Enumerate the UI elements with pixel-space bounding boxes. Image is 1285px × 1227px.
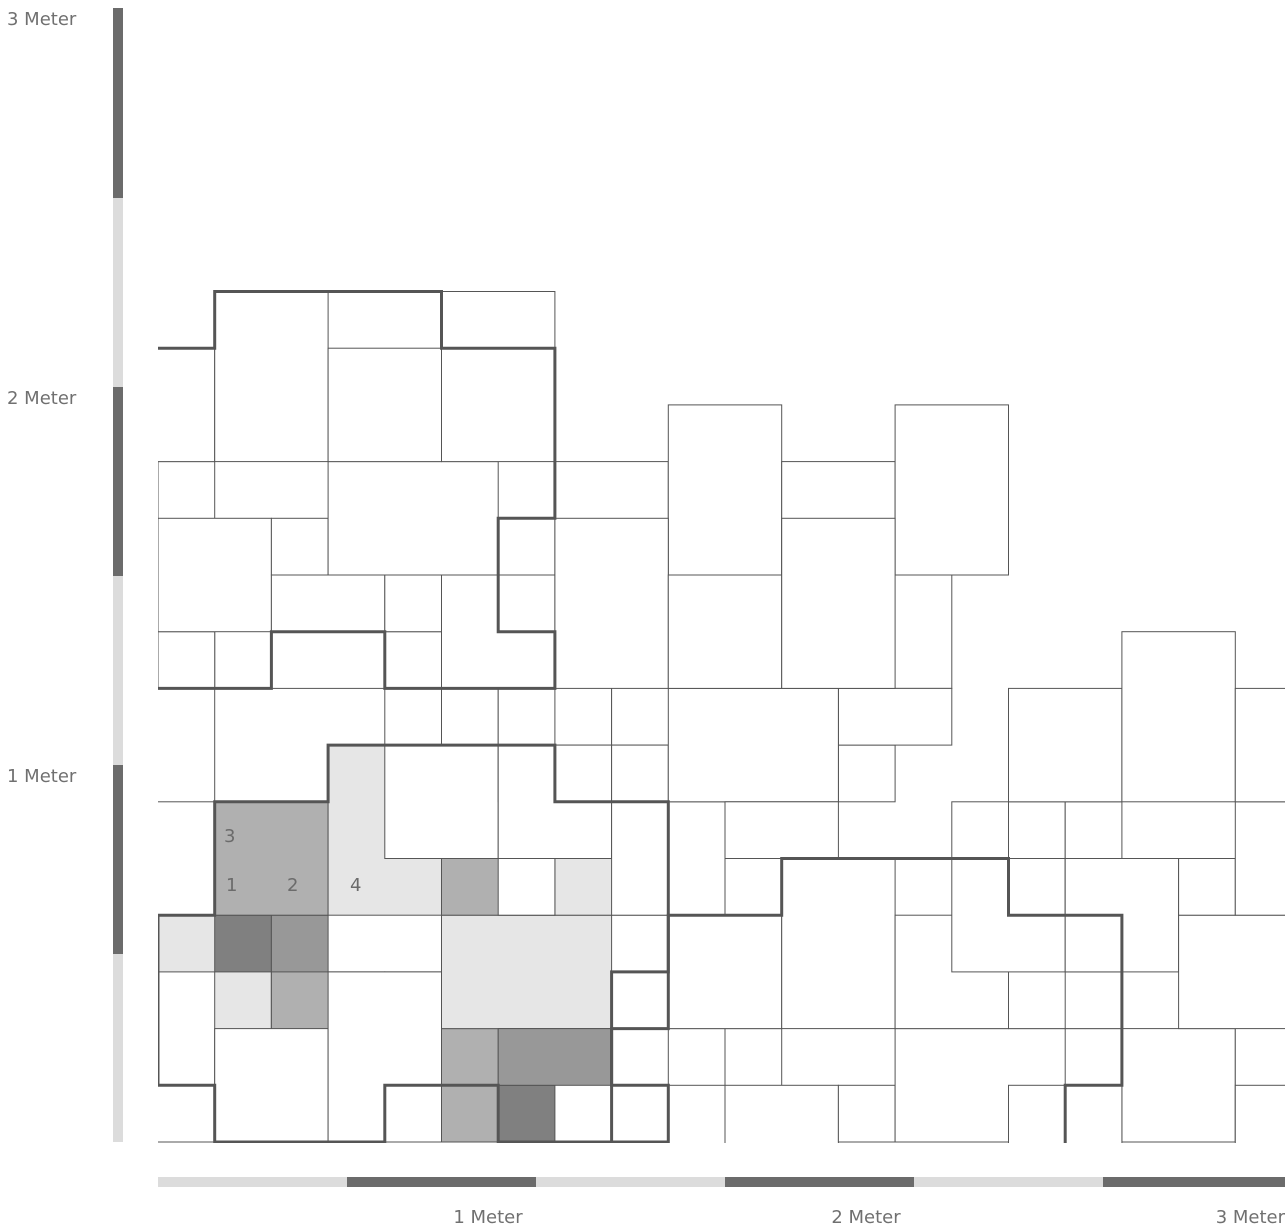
tile: [270, 517, 329, 576]
tile: [1234, 687, 1285, 803]
tile: [327, 461, 499, 576]
scale-segment: [113, 576, 123, 765]
y-label-2-meter: 2 Meter: [7, 388, 77, 409]
x-label-1-meter: 1 Meter: [453, 1207, 523, 1227]
size-label-2: 2: [287, 875, 298, 896]
tile: [554, 517, 669, 689]
tile: [1064, 971, 1123, 1030]
tile: [1178, 914, 1285, 1030]
tile: [611, 744, 669, 803]
tile: [667, 687, 839, 803]
module-outline: [158, 290, 557, 690]
y-label-1-meter: 1 Meter: [7, 766, 77, 787]
tile: [441, 914, 613, 1030]
tile: [158, 971, 216, 1143]
module-outline: [610, 857, 1124, 1143]
tile: [781, 517, 896, 689]
tile: [667, 404, 783, 576]
tile: [894, 404, 1009, 576]
tile: [724, 858, 783, 916]
tile: [724, 801, 839, 859]
module-outline: [158, 743, 670, 1143]
size-label-4: 4: [350, 875, 361, 896]
tile: [837, 744, 896, 803]
tile: [1178, 858, 1236, 916]
tile: [837, 1084, 896, 1143]
tile: [837, 687, 953, 746]
tile: [1121, 1028, 1236, 1143]
tile: [158, 517, 272, 633]
tile: [214, 801, 329, 916]
tile: [781, 858, 896, 1030]
x-label-2-meter: 2 Meter: [831, 1207, 901, 1227]
scale-segment: [113, 765, 123, 954]
tile: [1121, 631, 1236, 803]
tile: [214, 1028, 329, 1143]
tile: [441, 291, 556, 463]
tile: [1234, 1084, 1285, 1143]
size-label-1: 1: [226, 875, 237, 896]
tile: [667, 574, 783, 689]
tile: [384, 631, 442, 689]
module-outlines: [158, 290, 1124, 1143]
y-label-3-meter: 3 Meter: [7, 9, 77, 30]
tile: [497, 858, 556, 916]
scale-segment: [158, 1177, 347, 1187]
tile: [441, 687, 499, 746]
tile: [724, 1084, 839, 1143]
size-label-3: 3: [224, 826, 235, 847]
tile: [214, 291, 329, 463]
tile: [1008, 801, 1066, 859]
tile: [667, 914, 783, 1030]
scale-segment: [113, 387, 123, 576]
vertical-scale-bar: [113, 8, 123, 1142]
tile: [1234, 801, 1285, 916]
horizontal-scale-bar: [158, 1177, 1285, 1187]
scale-segment: [113, 8, 123, 198]
scale-segment: [914, 1177, 1103, 1187]
scale-segment: [347, 1177, 536, 1187]
tile: [327, 347, 443, 463]
scale-segment: [1103, 1177, 1285, 1187]
tile: [497, 1028, 613, 1086]
scale-segment: [113, 954, 123, 1142]
scale-segment: [536, 1177, 725, 1187]
tile: [214, 914, 272, 973]
scale-segment: [113, 198, 123, 387]
tile: [667, 1028, 726, 1086]
scale-segment: [725, 1177, 914, 1187]
tile: [158, 631, 216, 689]
x-label-3-meter: 3 Meter: [1216, 1207, 1285, 1227]
tile: [497, 1084, 556, 1143]
tile: [1008, 687, 1123, 803]
tile-size-labels: 3 1 2 4: [224, 826, 361, 896]
